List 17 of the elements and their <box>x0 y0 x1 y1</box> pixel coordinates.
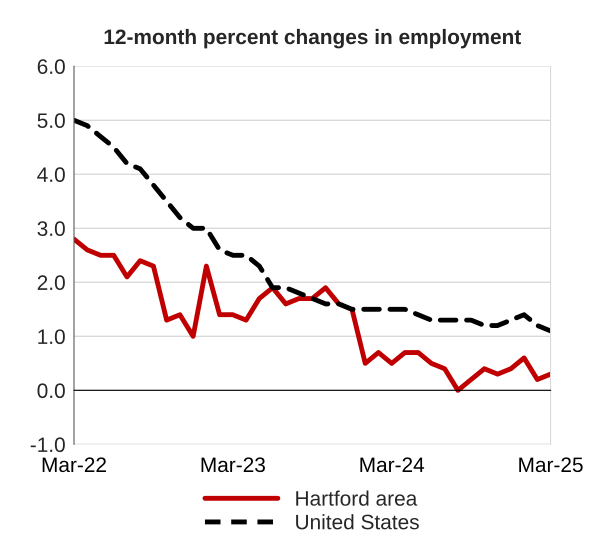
x-tick-label: Mar-22 <box>42 457 106 472</box>
y-tick-label: 6.0 <box>38 59 65 74</box>
x-tick-label: Mar-23 <box>202 457 265 472</box>
y-tick-label: 1.0 <box>38 329 65 344</box>
y-tick-label: 5.0 <box>38 113 65 128</box>
y-tick-label: 2.0 <box>38 275 65 290</box>
y-tick-label: 4.0 <box>37 167 65 182</box>
legend-label: United States <box>296 514 419 530</box>
y-tick-label: -1.0 <box>30 437 65 452</box>
legend-label: Hartford area <box>296 490 418 506</box>
x-tick-label: Mar-24 <box>360 457 424 472</box>
x-tick-label: Mar-25 <box>519 457 583 472</box>
line-series <box>74 236 551 393</box>
line-series <box>74 118 551 334</box>
y-tick-label: 0.0 <box>38 383 65 398</box>
chart-title: 12-month percent changes in employment <box>104 28 521 48</box>
y-tick-label: 3.0 <box>38 221 65 236</box>
